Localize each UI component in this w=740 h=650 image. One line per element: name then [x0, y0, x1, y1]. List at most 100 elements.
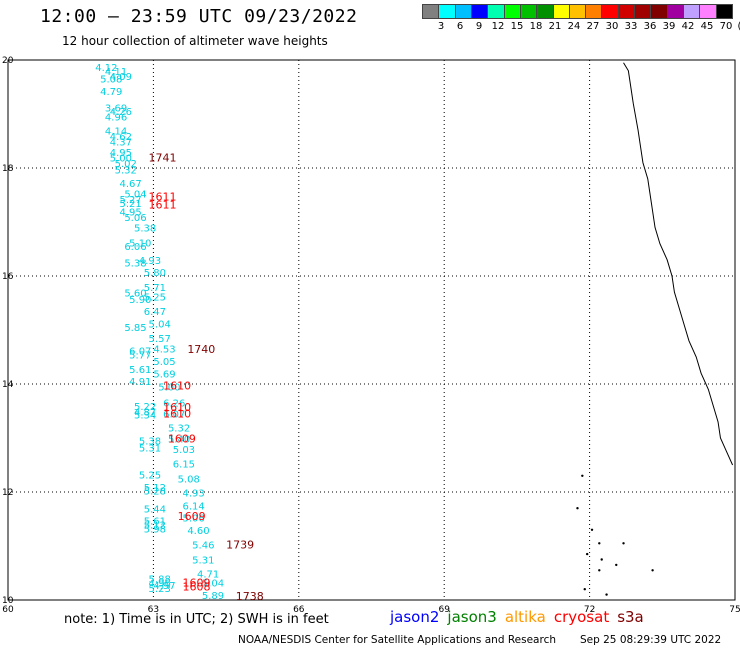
longitude-tick-label: 66 [293, 605, 305, 615]
color-scale-label: 12 [491, 21, 505, 32]
wave-height-reading: 5.22 [134, 402, 156, 413]
wave-height-reading: 5.34 [134, 411, 156, 422]
color-scale-label: (ft) [737, 21, 740, 32]
wave-height-reading: 6.47 [144, 307, 166, 318]
wave-height-reading: 5.77 [129, 351, 151, 362]
wave-height-reading: 5.38 [124, 258, 146, 269]
latitude-tick-label: 20 [2, 56, 14, 66]
credit-line: NOAA/NESDIS Center for Satellite Applica… [238, 634, 556, 646]
units-note: note: 1) Time is in UTC; 2) SWH is in fe… [64, 612, 329, 627]
island [576, 507, 579, 510]
island [598, 569, 601, 572]
wave-height-reading: 5.08 [100, 75, 122, 86]
wave-height-reading: 4.37 [110, 137, 132, 148]
wave-height-reading: 6.06 [124, 242, 146, 253]
wave-height-reading: 5.46 [192, 541, 214, 552]
wave-height-reading: 5.89 [202, 591, 224, 602]
wave-height-reading: 5.80 [144, 268, 166, 279]
wave-height-reading: 5.57 [149, 334, 171, 345]
wave-height-reading: 5.23 [149, 584, 171, 595]
island [615, 563, 618, 567]
wave-height-reading: 4.11 [105, 67, 127, 78]
wave-height-reading: 4.67 [119, 179, 141, 190]
wave-height-reading: 5.03 [173, 445, 195, 456]
wave-height-reading: 5.61 [144, 516, 166, 527]
wave-height-reading: 5.02 [115, 159, 137, 170]
wave-height-reading: 4.53 [153, 345, 175, 356]
island [585, 552, 589, 556]
island [583, 588, 586, 591]
wave-height-reading: 5.31 [139, 444, 161, 455]
wave-height-reading: 5.12 [144, 521, 166, 532]
latitude-tick-label: 14 [2, 380, 14, 390]
wave-height-reading: 5.04 [202, 579, 224, 590]
island [600, 558, 603, 561]
wave-height-reading: 5.69 [153, 370, 175, 381]
wave-height-reading: 5.04 [124, 190, 146, 201]
wave-height-reading: 5.25 [144, 292, 166, 303]
wave-height-reading: 4.93 [182, 488, 204, 499]
map-frame [7, 59, 736, 601]
wave-height-reading: 5.38 [134, 224, 156, 235]
color-scale-label: 3 [437, 21, 445, 32]
longitude-tick-label: 75 [729, 605, 740, 615]
longitude-tick-label: 63 [148, 605, 159, 615]
island [590, 528, 594, 531]
color-scale-label: 15 [510, 21, 524, 32]
satellite-legend-jason2: jason2 [390, 608, 440, 626]
wave-height-reading: 5.10 [129, 238, 151, 249]
longitude-tick-label: 69 [438, 605, 450, 615]
coastline [623, 62, 734, 466]
wave-height-reading: 5.85 [124, 323, 146, 334]
wave-height-reading: 5.04 [149, 319, 171, 330]
wave-height-reading: 4.26 [110, 107, 132, 118]
wave-height-reading: 5.44 [144, 505, 166, 516]
wave-height-reading: 4.71 [197, 569, 219, 580]
satellite-legend-jason3: jason3 [447, 608, 497, 626]
wave-height-reading: 5.32 [115, 165, 137, 176]
wave-height-reading: 5.40 [168, 434, 190, 445]
pass-time-label: 1741 [149, 152, 177, 165]
wave-height-reading: 5.05 [153, 357, 175, 368]
color-scale-label: 30 [605, 21, 619, 32]
wave-height-reading: 4.60 [187, 526, 209, 537]
pass-time-label: 1610 [163, 401, 191, 414]
generation-timestamp: Sep 25 08:29:39 UTC 2022 [580, 634, 722, 646]
color-scale-label: 18 [529, 21, 543, 32]
pass-time-label: 1610 [163, 407, 191, 420]
pass-time-label: 1611 [149, 190, 177, 203]
color-scale-label: 27 [586, 21, 600, 32]
latitude-tick-label: 10 [2, 596, 14, 606]
wave-height-reading: 5.31 [192, 555, 214, 566]
island [598, 542, 601, 545]
pass-time-label: 1609 [182, 577, 210, 590]
wave-height-reading: 5.08 [178, 474, 200, 485]
color-scale-label: 6 [456, 21, 464, 32]
longitude-tick-label: 60 [2, 605, 14, 615]
wave-height-reading: 5.71 [144, 283, 166, 294]
wave-height-reading: 4.95 [110, 148, 132, 159]
color-scale-label: 42 [681, 21, 695, 32]
color-scale-label: 45 [700, 21, 714, 32]
island [605, 593, 608, 596]
color-scale-label: 24 [567, 21, 581, 32]
wave-height-reading: 5.21 [119, 199, 141, 210]
wave-height-reading: 3.69 [105, 103, 127, 114]
wave-height-reading: 5.12 [144, 483, 166, 494]
pass-time-label: 1738 [236, 590, 264, 603]
wave-height-reading: 4.12 [95, 63, 117, 74]
page-title: 12:00 – 23:59 UTC 09/23/2022 [40, 6, 358, 27]
color-scale-label: 21 [548, 21, 562, 32]
wave-height-reading: 5.90 [129, 295, 151, 306]
pass-time-label: 1609 [178, 510, 206, 523]
wave-height-reading: 5.60 [124, 289, 146, 300]
wave-height-reading: 6.07 [129, 346, 151, 357]
page-subtitle: 12 hour collection of altimeter wave hei… [62, 34, 328, 48]
wave-height-reading: 4.62 [110, 132, 132, 143]
wave-height-reading: 6.14 [182, 501, 204, 512]
color-scale-label: 33 [624, 21, 638, 32]
wave-height-reading: 5.38 [139, 436, 161, 447]
wave-height-reading: 4.91 [129, 377, 151, 388]
